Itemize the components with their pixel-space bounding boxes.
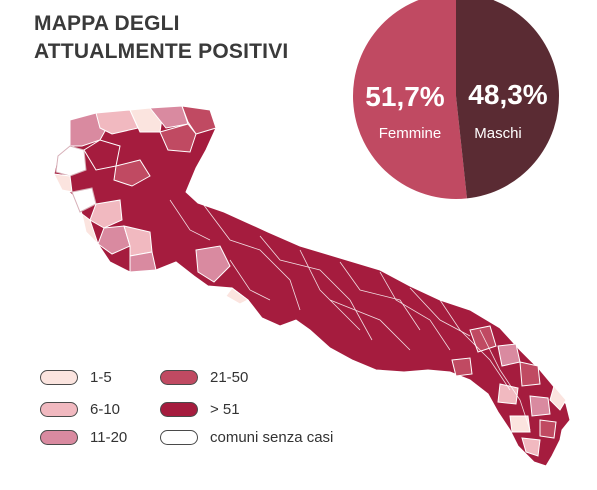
female-slice	[353, 0, 467, 199]
male-label: Maschi	[474, 125, 522, 142]
legend-swatch	[40, 430, 78, 445]
legend-label: 6-10	[90, 401, 121, 418]
legend-item-1-5: 1-5	[40, 369, 112, 386]
legend-item-no-cases: comuni senza casi	[160, 429, 333, 446]
legend-label: 1-5	[90, 369, 112, 386]
female-label: Femmine	[379, 125, 442, 142]
legend-swatch	[40, 370, 78, 385]
legend-label: 11-20	[90, 429, 128, 446]
legend-label: 21-50	[210, 369, 249, 386]
north-districts	[53, 105, 249, 305]
title-line-1: MAPPA DEGLI	[34, 12, 180, 35]
south-districts	[451, 325, 567, 457]
legend-swatch	[160, 370, 198, 385]
legend-item-21-50: 21-50	[160, 369, 248, 386]
municipal-boundaries	[169, 199, 531, 431]
legend-swatch	[160, 402, 198, 417]
title-line-2: ATTUALMENTE POSITIVI	[34, 40, 289, 63]
legend-label: comuni senza casi	[210, 429, 334, 446]
legend-item-over-51: > 51	[160, 401, 240, 418]
legend-swatch	[40, 402, 78, 417]
chart-title: MAPPA DEGLI ATTUALMENTE POSITIVI	[34, 10, 288, 66]
legend-swatch	[160, 430, 198, 445]
female-percent: 51,7%	[365, 81, 444, 112]
legend-item-11-20: 11-20	[40, 429, 127, 446]
male-percent: 48,3%	[468, 79, 547, 110]
male-slice	[456, 0, 559, 199]
legend-label: > 51	[210, 401, 240, 418]
legend-item-6-10: 6-10	[40, 401, 120, 418]
